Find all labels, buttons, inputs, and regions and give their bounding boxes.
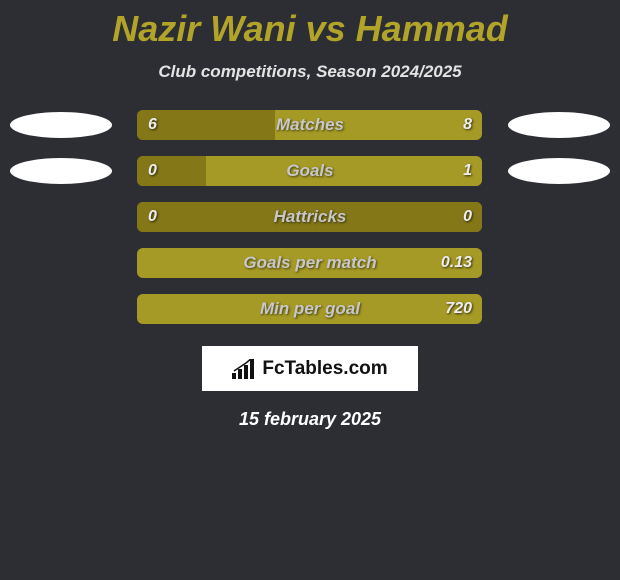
- stat-row: 0 1 Goals: [0, 156, 620, 186]
- team-indicator-right: [508, 112, 610, 138]
- date-text: 15 february 2025: [239, 409, 381, 430]
- stat-label: Hattricks: [274, 207, 347, 227]
- team-indicator-left: [10, 112, 112, 138]
- stat-label: Matches: [276, 115, 344, 135]
- brand-text: FcTables.com: [262, 358, 387, 380]
- stat-row: 6 8 Matches: [0, 110, 620, 140]
- stat-row: 720 Min per goal: [0, 294, 620, 324]
- stat-value-left: 6: [148, 116, 157, 134]
- stat-value-right: 8: [463, 116, 472, 134]
- team-indicator-right: [508, 158, 610, 184]
- stat-label: Goals: [286, 161, 333, 181]
- brand-badge: FcTables.com: [202, 346, 418, 391]
- page-subtitle: Club competitions, Season 2024/2025: [158, 62, 461, 82]
- stat-value-right: 1: [463, 162, 472, 180]
- stat-label: Goals per match: [243, 253, 376, 273]
- team-indicator-left: [10, 158, 112, 184]
- stat-row: 0 0 Hattricks: [0, 202, 620, 232]
- stat-label: Min per goal: [260, 299, 360, 319]
- page-title: Nazir Wani vs Hammad: [112, 8, 507, 50]
- stat-value-right: 720: [445, 300, 472, 318]
- stat-row: 0.13 Goals per match: [0, 248, 620, 278]
- stat-value-left: 0: [148, 208, 157, 226]
- stat-bar-fill-left: [137, 110, 275, 140]
- stat-value-right: 0: [463, 208, 472, 226]
- stat-value-left: 0: [148, 162, 157, 180]
- bar-chart-icon: [232, 359, 256, 379]
- stat-value-right: 0.13: [441, 254, 472, 272]
- stats-container: 6 8 Matches 0 1 Goals 0 0 Hattricks 0.13 Goals per…: [0, 110, 620, 324]
